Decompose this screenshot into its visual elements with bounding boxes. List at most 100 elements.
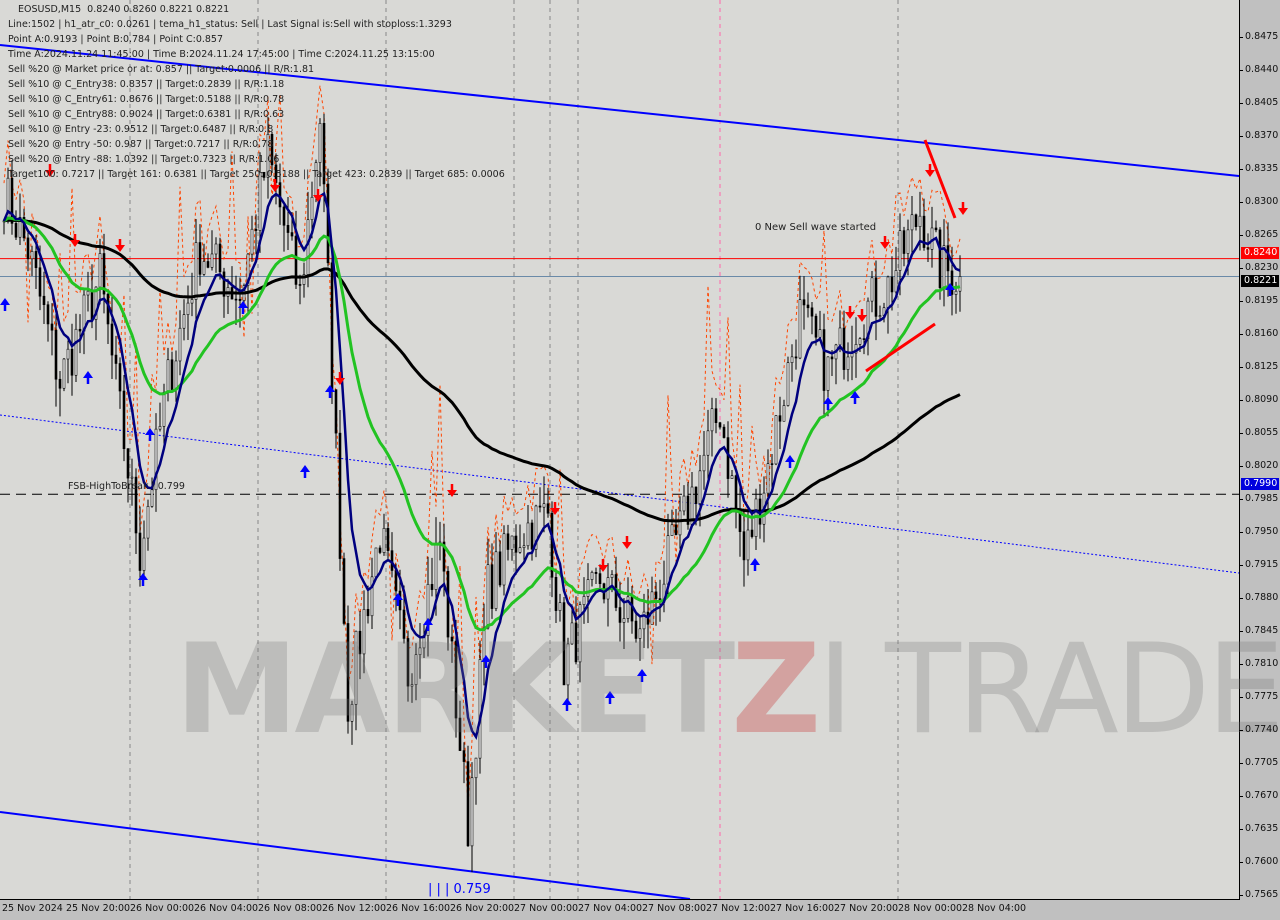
candle-body: [470, 777, 474, 847]
buy-arrow-icon: [823, 397, 833, 404]
candle-body: [878, 315, 882, 317]
candle-body: [266, 134, 270, 178]
sell-arrow-icon: [958, 208, 968, 215]
candle-body: [102, 253, 106, 295]
fsb-label: FSB-HighToBreak | 0.799: [68, 481, 185, 492]
candle-body: [254, 228, 258, 231]
candle-body: [166, 359, 170, 393]
candle-body: [562, 602, 566, 686]
sell-arrow-icon: [447, 490, 457, 497]
lower-channel-line: [0, 811, 691, 899]
info-line: Sell %10 @ C_Entry61: 0.8676 || Target:0…: [8, 94, 285, 105]
candle-body: [494, 551, 498, 609]
y-tick-label: 0.7950: [1238, 526, 1279, 537]
candle-body: [518, 547, 522, 553]
candle-body: [534, 505, 538, 550]
x-tick-label: 27 Nov 12:00: [706, 903, 771, 914]
y-tick-label: 0.8300: [1238, 196, 1279, 207]
candle-body: [346, 623, 350, 722]
candle-body: [946, 245, 950, 272]
candle-body: [826, 356, 830, 391]
candle-body: [222, 271, 226, 297]
candle-body: [670, 524, 674, 536]
candle-body: [466, 761, 470, 847]
candle-body: [350, 704, 354, 722]
candle-body: [194, 242, 198, 300]
candle-body: [74, 328, 78, 376]
candle-body: [498, 551, 502, 586]
sell-arrow-icon: [880, 242, 890, 249]
sell-arrow-icon: [550, 508, 560, 515]
candle-body: [906, 229, 910, 254]
candle-body: [694, 486, 698, 504]
candle-body: [282, 206, 286, 226]
candle-body: [10, 177, 14, 224]
candle-body: [114, 354, 118, 364]
candle-body: [702, 454, 706, 472]
candle-body: [434, 543, 438, 590]
x-tick-label: 27 Nov 00:00: [514, 903, 579, 914]
candle-body: [14, 223, 18, 238]
buy-arrow-icon: [785, 455, 795, 462]
candle-body: [578, 604, 582, 663]
y-tick-label: 0.8405: [1238, 97, 1279, 108]
current-price-tag: 0.8221: [1241, 275, 1279, 287]
x-tick-label: 28 Nov 04:00: [962, 903, 1027, 914]
candle-body: [174, 360, 178, 390]
candle-body: [294, 235, 298, 285]
candle-body: [126, 448, 130, 479]
chart-plot-area[interactable]: MARKETZI TRADE EOSUSD,M15 0.8240 0.8260 …: [0, 0, 1280, 900]
buy-arrow-icon: [562, 698, 572, 705]
candle-body: [642, 611, 646, 630]
y-tick-label: 0.7740: [1238, 724, 1279, 735]
ohlc-header: 0.8240 0.8260 0.8221 0.8221: [87, 4, 230, 15]
sell-arrow-icon: [925, 170, 935, 177]
candle-body: [130, 476, 134, 479]
candle-body: [298, 284, 302, 286]
candle-body: [902, 230, 906, 254]
candle-body: [190, 299, 194, 304]
candle-body: [370, 576, 374, 617]
candle-body: [330, 262, 334, 390]
candle-body: [594, 572, 598, 574]
candle-body: [654, 591, 658, 599]
buy-arrow-icon: [0, 298, 10, 305]
candle-body: [722, 426, 726, 438]
candle-body: [366, 609, 370, 617]
candle-body: [894, 270, 898, 293]
slow-ma-line: [3, 218, 961, 523]
candle-body: [54, 329, 58, 380]
candle-body: [474, 757, 478, 779]
candle-body: [814, 315, 818, 338]
candle-body: [626, 596, 630, 619]
candle-body: [58, 378, 62, 389]
candle-body: [846, 356, 850, 370]
candle-body: [402, 609, 406, 639]
candle-body: [414, 654, 418, 685]
candle-body: [170, 359, 174, 390]
candle-body: [674, 524, 678, 536]
y-tick-label: 0.8160: [1238, 328, 1279, 339]
candle-body: [638, 628, 642, 639]
y-tick-label: 0.7985: [1238, 493, 1279, 504]
candle-body: [214, 243, 218, 255]
info-line: Point A:0.9193 | Point B:0.784 | Point C…: [8, 34, 224, 45]
candle-body: [938, 229, 942, 288]
y-tick-label: 0.7810: [1238, 658, 1279, 669]
x-tick-label: 25 Nov 20:00: [66, 903, 131, 914]
candle-body: [558, 602, 562, 611]
x-tick-label: 27 Nov 08:00: [642, 903, 707, 914]
candle-body: [746, 529, 750, 561]
candle-body: [554, 576, 558, 611]
candle-body: [70, 348, 74, 376]
candle-body: [50, 323, 54, 331]
candle-body: [334, 389, 338, 434]
candle-body: [954, 290, 958, 295]
buy-arrow-icon: [850, 391, 860, 398]
x-tick-label: 26 Nov 12:00: [322, 903, 387, 914]
candle-body: [338, 432, 342, 559]
candle-body: [426, 584, 430, 636]
y-tick-label: 0.8370: [1238, 130, 1279, 141]
candle-body: [250, 228, 254, 255]
y-tick-label: 0.7705: [1238, 757, 1279, 768]
